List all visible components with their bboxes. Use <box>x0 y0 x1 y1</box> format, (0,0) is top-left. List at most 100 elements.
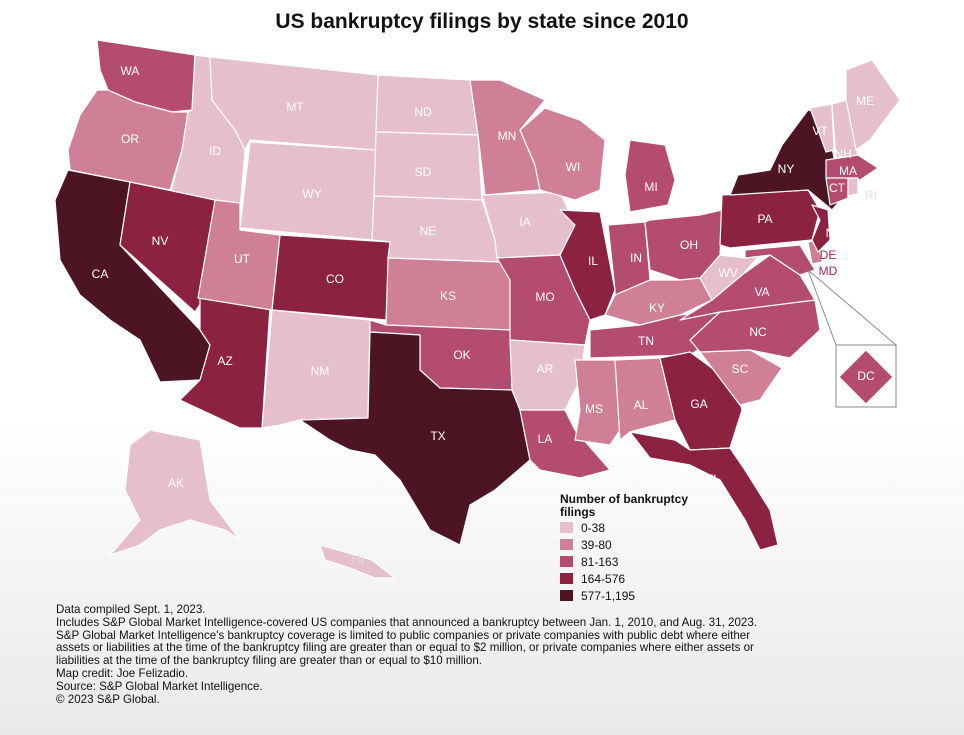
state-label-ga: GA <box>690 397 707 411</box>
dc-inset-leader <box>807 269 897 346</box>
state-label-ri: RI <box>865 188 877 202</box>
state-label-wy: WY <box>302 187 321 201</box>
legend-item: 164-576 <box>560 570 690 587</box>
state-label-ne: NE <box>420 224 437 238</box>
state-ct <box>825 177 849 206</box>
state-label-de: DE <box>820 248 837 262</box>
state-label-in: IN <box>630 251 642 265</box>
state-label-ok: OK <box>453 348 470 362</box>
footnote-line: liabilities at the time of the bankruptc… <box>56 654 482 668</box>
footnotes: Data compiled Sept. 1, 2023. Includes S&P… <box>56 603 936 706</box>
state-tx <box>299 331 531 546</box>
state-label-co: CO <box>326 272 344 286</box>
state-label-tn: TN <box>638 334 654 348</box>
footnote-line: © 2023 S&P Global. <box>56 692 160 706</box>
state-label-nh: NH <box>834 147 851 161</box>
legend-swatch <box>560 539 573 550</box>
state-label-ca: CA <box>92 267 109 281</box>
state-md <box>744 244 816 276</box>
footnote-line: Map credit: Joe Felizadio. <box>56 666 189 680</box>
state-label-id: ID <box>209 144 221 158</box>
legend-swatch <box>560 556 573 567</box>
state-ak <box>109 429 241 556</box>
state-nv <box>119 181 216 313</box>
state-label-nc: NC <box>749 325 767 339</box>
state-label-wi: WI <box>566 160 581 174</box>
dc-inset-frame <box>835 344 897 408</box>
state-me <box>845 59 901 151</box>
legend-label: 81-163 <box>581 554 619 569</box>
state-label-wv: WV <box>718 266 737 280</box>
state-label-nv: NV <box>152 234 169 248</box>
state-ri <box>847 177 859 197</box>
state-label-sd: SD <box>415 165 432 179</box>
state-label-la: LA <box>538 432 553 446</box>
state-label-hi: HI <box>352 552 364 566</box>
legend-label: 164-576 <box>581 571 626 586</box>
legend-item: 39-80 <box>560 536 690 553</box>
state-label-az: AZ <box>217 354 232 368</box>
legend-swatch <box>560 590 573 601</box>
legend-label: 39-80 <box>581 537 612 552</box>
state-label-ks: KS <box>440 289 456 303</box>
legend: Number of bankruptcy filings 0-38 39-80 81… <box>560 493 690 604</box>
state-label-dc: DC <box>857 369 875 383</box>
state-label-nm: NM <box>311 364 330 378</box>
state-label-tx: TX <box>430 429 445 443</box>
map-title: US bankruptcy filings by state since 201… <box>275 10 689 33</box>
state-label-ar: AR <box>537 362 554 376</box>
dc-inset-leader <box>807 269 837 346</box>
state-label-me: ME <box>856 94 874 108</box>
state-mi <box>624 139 676 213</box>
us-choropleth-map: WA OR CA ID NV AZ UT MT WY CO NM ND SD NE KS OK TX MN IA MO… <box>54 39 901 579</box>
state-label-mn: MN <box>498 129 517 143</box>
state-label-md: MD <box>819 264 838 278</box>
legend-item: 577-1,195 <box>560 587 690 604</box>
state-ma <box>825 154 879 181</box>
state-nj <box>811 204 831 253</box>
footnote-line: Source: S&P Global Market Intelligence. <box>56 679 263 693</box>
state-label-sc: SC <box>732 362 749 376</box>
footnote-line: assets or liabilities at the time of the… <box>56 641 754 655</box>
legend-swatch <box>560 573 573 584</box>
legend-swatch <box>560 522 573 533</box>
state-label-wa: WA <box>121 64 140 78</box>
legend-item: 81-163 <box>560 553 690 570</box>
state-label-fl: FL <box>706 472 720 486</box>
footnote-line: S&P Global Market Intelligence's bankrup… <box>56 628 751 642</box>
state-vt <box>809 103 835 153</box>
state-label-or: OR <box>121 132 139 146</box>
state-label-mo: MO <box>535 290 554 304</box>
footnote-line: Includes S&P Global Market Intelligence-… <box>56 615 758 629</box>
state-label-nj: NJ <box>826 226 841 240</box>
state-al <box>614 357 676 441</box>
state-label-al: AL <box>634 398 649 412</box>
state-wi <box>519 107 606 201</box>
legend-items: 0-38 39-80 81-163 164-576 577-1,195 <box>560 519 690 604</box>
state-label-ak: AK <box>168 476 184 490</box>
state-ny <box>729 109 843 211</box>
state-label-mt: MT <box>286 100 304 114</box>
state-label-pa: PA <box>757 212 772 226</box>
state-label-ms: MS <box>585 402 603 416</box>
legend-title: Number of bankruptcy filings <box>560 492 689 519</box>
state-label-ma: MA <box>839 164 857 178</box>
state-label-ut: UT <box>234 252 251 266</box>
state-az <box>179 294 271 429</box>
legend-item: 0-38 <box>560 519 690 536</box>
state-label-va: VA <box>754 285 769 299</box>
state-dc <box>838 349 894 405</box>
state-label-mi: MI <box>644 180 657 194</box>
state-label-vt: VT <box>812 124 828 138</box>
state-hi <box>319 544 396 579</box>
state-fl <box>629 431 779 551</box>
state-la <box>519 409 611 479</box>
state-label-ny: NY <box>778 162 795 176</box>
state-label-oh: OH <box>680 238 698 252</box>
footnote-line: Data compiled Sept. 1, 2023. <box>56 603 206 616</box>
state-il <box>559 209 616 321</box>
state-label-il: IL <box>588 254 598 268</box>
state-label-ky: KY <box>649 301 665 315</box>
state-label-ia: IA <box>519 215 530 229</box>
state-label-nd: ND <box>414 105 432 119</box>
